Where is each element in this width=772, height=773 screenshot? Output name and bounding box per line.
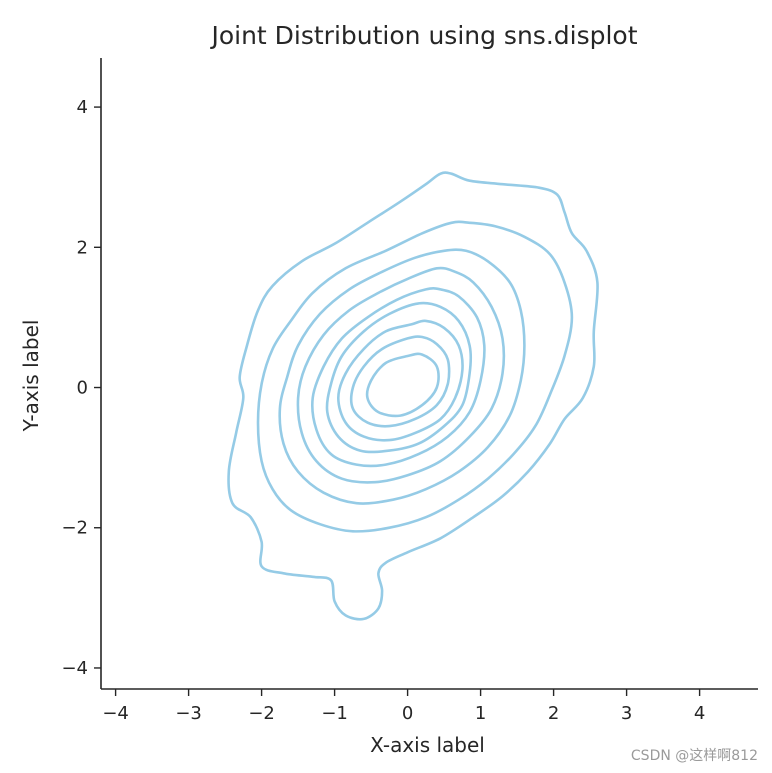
x-tick-label: 3 <box>621 703 632 724</box>
contour-level-3 <box>278 248 526 505</box>
x-tick-label: 2 <box>548 703 559 724</box>
contour-level-9 <box>365 352 440 418</box>
contour-level-8 <box>349 335 451 428</box>
chart-title: Joint Distribution using sns.displot <box>209 21 637 50</box>
y-axis-label: Y-axis label <box>19 320 43 433</box>
y-tick-label: 0 <box>77 378 88 399</box>
y-tick-label: −4 <box>61 658 88 679</box>
y-axis-ticks: −4 −2 0 2 4 <box>61 97 101 679</box>
contour-level-5 <box>311 286 486 468</box>
contour-level-4 <box>296 266 506 484</box>
x-tick-label: 0 <box>402 703 413 724</box>
contour-lines <box>227 171 599 621</box>
y-tick-label: 4 <box>77 97 88 118</box>
y-tick-label: 2 <box>77 237 88 258</box>
x-axis-label: X-axis label <box>370 733 485 757</box>
x-tick-label: 4 <box>694 703 705 724</box>
contour-level-1 <box>227 171 599 621</box>
watermark: CSDN @这样啊812 <box>630 748 758 764</box>
x-tick-label: 1 <box>475 703 486 724</box>
x-tick-label: −3 <box>175 703 202 724</box>
contour-level-7 <box>337 319 464 442</box>
x-tick-label: −2 <box>248 703 275 724</box>
contour-level-6 <box>325 301 473 454</box>
x-axis-ticks: −4 −3 −2 −1 0 1 2 3 4 <box>102 689 705 724</box>
axes <box>100 58 758 690</box>
contour-level-2 <box>256 220 574 533</box>
x-tick-label: −4 <box>102 703 129 724</box>
y-tick-label: −2 <box>61 518 88 539</box>
x-tick-label: −1 <box>321 703 348 724</box>
